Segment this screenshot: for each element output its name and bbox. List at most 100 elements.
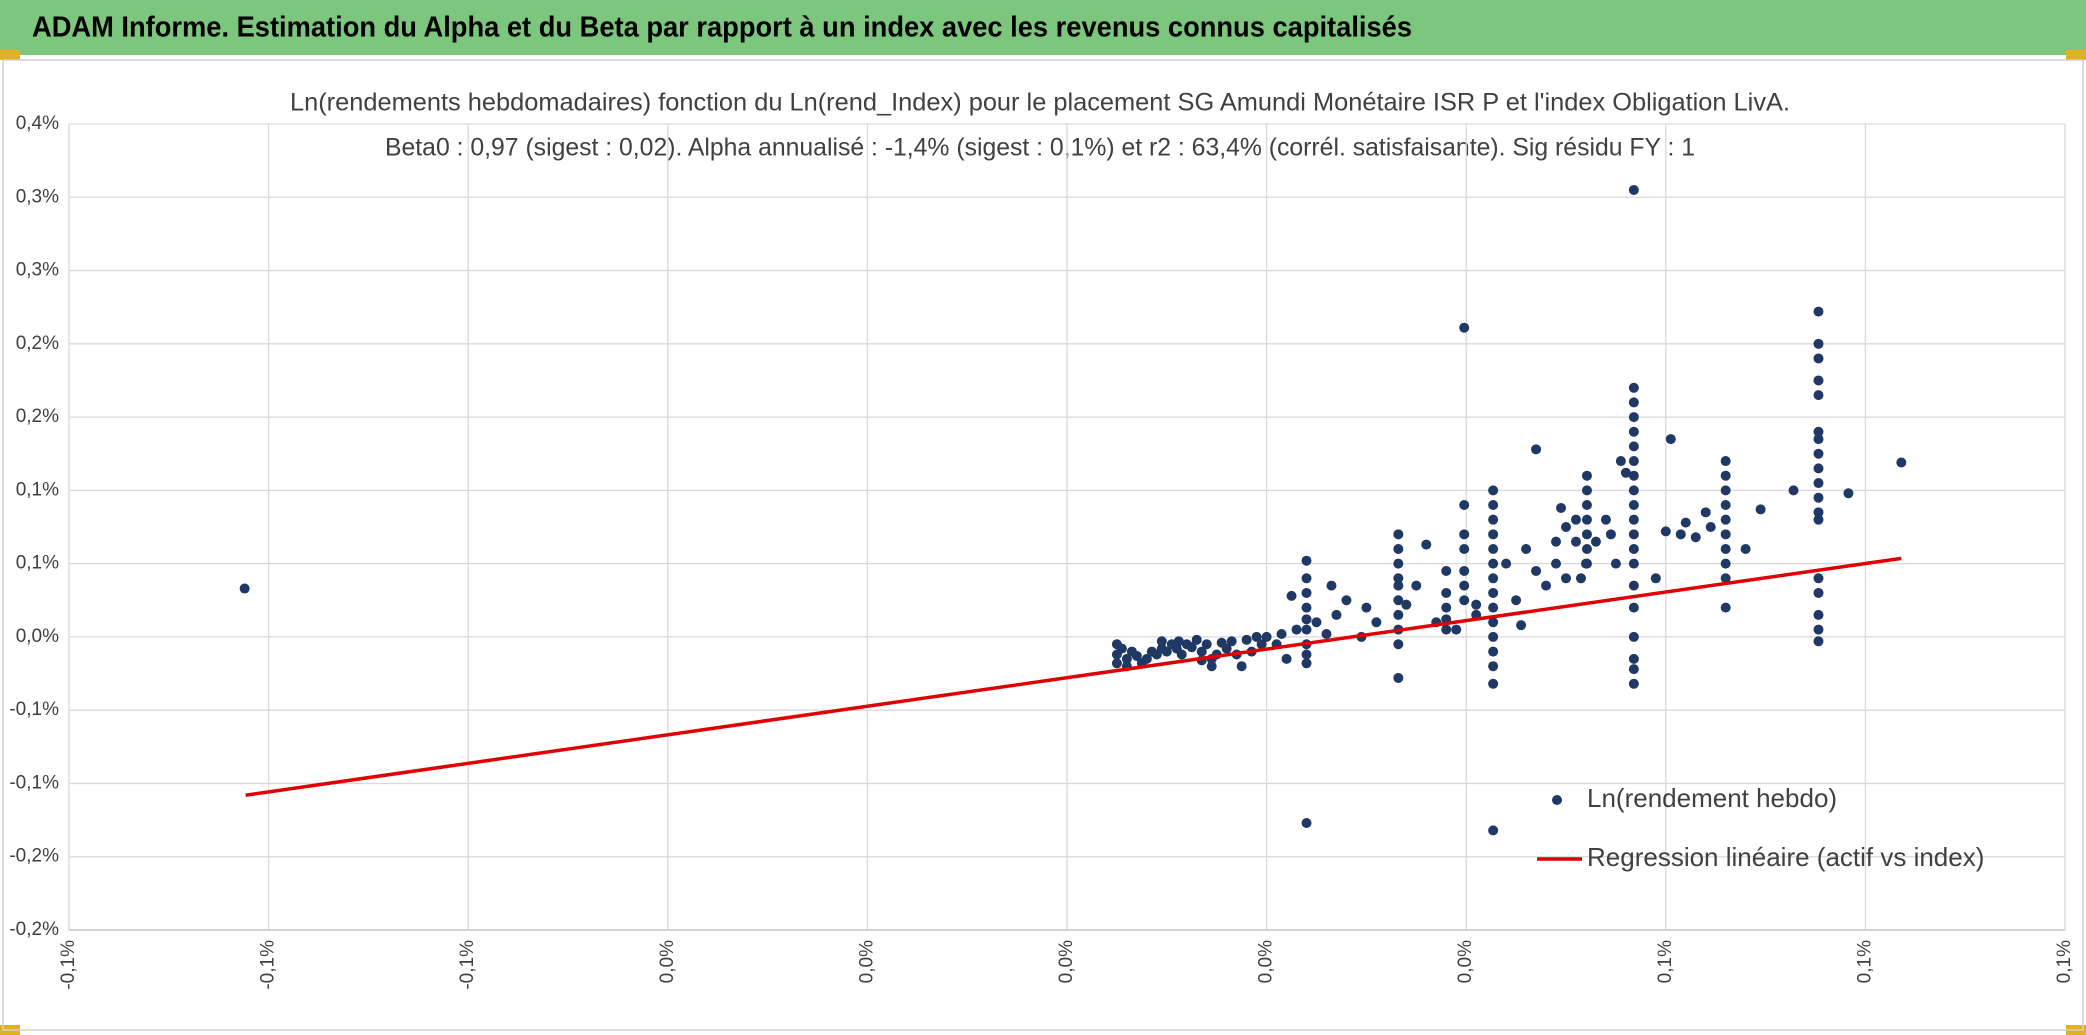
scatter-point bbox=[1650, 573, 1661, 584]
scatter-point bbox=[1301, 818, 1312, 829]
scatter-point bbox=[1720, 500, 1731, 511]
scatter-point bbox=[1581, 470, 1592, 481]
scatter-point bbox=[1291, 624, 1302, 635]
scatter-point bbox=[1201, 639, 1212, 650]
x-tick-label: 0,1% bbox=[1854, 940, 1875, 983]
scatter-point bbox=[1116, 643, 1127, 654]
scatter-point bbox=[1521, 543, 1532, 554]
y-tick-label: 0,1% bbox=[16, 553, 59, 574]
scatter-point bbox=[1610, 558, 1621, 569]
y-tick-label: 0,3% bbox=[16, 186, 59, 207]
scatter-point bbox=[1459, 322, 1470, 333]
scatter-point bbox=[1488, 514, 1499, 525]
scatter-point bbox=[1620, 467, 1631, 478]
scatter-point bbox=[1131, 650, 1142, 661]
scatter-point bbox=[1813, 492, 1824, 503]
y-tick-label: -0,1% bbox=[9, 699, 59, 720]
chart-frame bbox=[2, 59, 2084, 1031]
y-tick-label: -0,1% bbox=[9, 772, 59, 793]
scatter-point bbox=[1321, 628, 1332, 639]
scatter-point bbox=[1628, 500, 1639, 511]
scatter-point bbox=[1186, 642, 1197, 653]
x-tick-label: -0,1% bbox=[258, 940, 279, 990]
scatter-point bbox=[1561, 522, 1571, 532]
scatter-point bbox=[1261, 631, 1272, 642]
scatter-point bbox=[1690, 532, 1701, 543]
scatter-point bbox=[1628, 580, 1639, 591]
scatter-point bbox=[1581, 500, 1592, 511]
scatter-point bbox=[1813, 338, 1824, 349]
scatter-point bbox=[1286, 590, 1297, 601]
scatter-point bbox=[1511, 595, 1522, 606]
x-tick-label: 0,0% bbox=[856, 940, 877, 983]
scatter-point bbox=[1488, 529, 1499, 540]
x-tick-label: -0,1% bbox=[58, 940, 79, 990]
scatter-point bbox=[1459, 580, 1470, 591]
scatter-point bbox=[1740, 543, 1751, 554]
scatter-point bbox=[1628, 456, 1639, 467]
scatter-point bbox=[1570, 514, 1581, 525]
scatter-point bbox=[1393, 558, 1404, 569]
scatter-point bbox=[1720, 456, 1731, 467]
scatter-point bbox=[1488, 558, 1499, 569]
scatter-point bbox=[1301, 624, 1312, 635]
x-tick-label: 0,1% bbox=[1655, 940, 1676, 983]
scatter-point bbox=[1488, 587, 1499, 598]
scatter-point bbox=[1813, 573, 1824, 584]
scatter-point bbox=[1226, 636, 1237, 647]
scatter-point bbox=[1813, 448, 1824, 459]
scatter-point bbox=[1561, 573, 1571, 584]
scatter-point bbox=[1541, 580, 1552, 591]
scatter-point bbox=[1813, 375, 1824, 386]
scatter-point bbox=[1590, 536, 1601, 547]
scatter-point bbox=[1628, 631, 1639, 642]
scatter-point bbox=[1441, 602, 1452, 613]
corner-marker bbox=[0, 50, 20, 60]
scatter-point bbox=[1675, 529, 1686, 540]
scatter-point bbox=[1628, 514, 1639, 525]
scatter-point bbox=[1459, 543, 1470, 554]
scatter-point bbox=[1628, 602, 1639, 613]
header-title: ADAM Informe. Estimation du Alpha et du … bbox=[32, 12, 1412, 44]
scatter-point bbox=[1720, 529, 1731, 540]
scatter-point bbox=[1581, 514, 1592, 525]
scatter-point bbox=[239, 583, 250, 594]
scatter-point bbox=[1581, 529, 1592, 540]
scatter-point bbox=[1441, 624, 1452, 635]
scatter-point bbox=[1276, 628, 1287, 639]
scatter-point bbox=[1393, 529, 1404, 540]
scatter-point bbox=[1111, 658, 1122, 669]
scatter-point bbox=[1605, 529, 1616, 540]
scatter-point bbox=[1421, 539, 1432, 550]
scatter-point bbox=[1341, 595, 1352, 606]
y-tick-label: 0,0% bbox=[16, 626, 59, 647]
scatter-point bbox=[1488, 543, 1499, 554]
scatter-point bbox=[1459, 529, 1470, 540]
scatter-point bbox=[1501, 558, 1512, 569]
scatter-point bbox=[1665, 434, 1676, 445]
scatter-point bbox=[1720, 470, 1731, 481]
scatter-point bbox=[1326, 580, 1337, 591]
scatter-point bbox=[1813, 463, 1824, 474]
scatter-point bbox=[1628, 412, 1639, 423]
chart-title: Ln(rendements hebdomadaires) fonction du… bbox=[290, 89, 1790, 117]
scatter-point bbox=[1720, 514, 1731, 525]
scatter-point bbox=[1371, 617, 1382, 628]
y-tick-label: 0,4% bbox=[16, 113, 59, 134]
scatter-point bbox=[1720, 558, 1731, 569]
scatter-point bbox=[1451, 624, 1462, 635]
scatter-point bbox=[1628, 426, 1639, 437]
scatter-point bbox=[1813, 306, 1824, 317]
scatter-point bbox=[1176, 649, 1187, 660]
scatter-point bbox=[1570, 536, 1581, 547]
scatter-point bbox=[1471, 599, 1482, 610]
regression-line bbox=[245, 556, 1902, 797]
x-tick-label: 0,0% bbox=[1455, 940, 1476, 983]
scatter-point bbox=[1516, 620, 1527, 631]
scatter-point bbox=[1628, 184, 1639, 195]
scatter-point bbox=[1459, 565, 1470, 576]
scatter-point bbox=[1720, 485, 1731, 496]
scatter-point bbox=[1488, 573, 1499, 584]
header-bar bbox=[0, 0, 2086, 55]
